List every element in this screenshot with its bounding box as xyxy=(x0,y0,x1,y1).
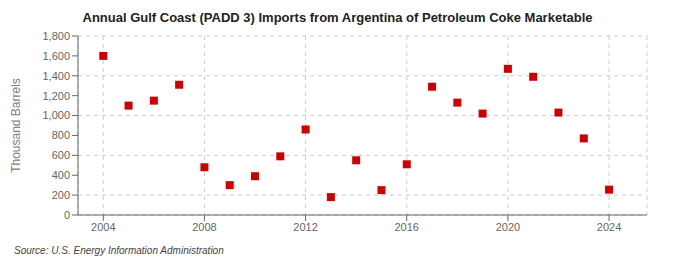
svg-text:1,800: 1,800 xyxy=(42,30,70,42)
svg-text:1,600: 1,600 xyxy=(42,50,70,62)
svg-text:1,000: 1,000 xyxy=(42,109,70,121)
svg-text:1,400: 1,400 xyxy=(42,70,70,82)
svg-text:2016: 2016 xyxy=(395,221,419,233)
svg-text:600: 600 xyxy=(52,149,70,161)
svg-text:1,200: 1,200 xyxy=(42,90,70,102)
svg-text:2004: 2004 xyxy=(91,221,115,233)
svg-text:800: 800 xyxy=(52,129,70,141)
svg-text:2020: 2020 xyxy=(496,221,520,233)
svg-text:2024: 2024 xyxy=(597,221,621,233)
svg-text:2008: 2008 xyxy=(192,221,216,233)
svg-text:200: 200 xyxy=(52,189,70,201)
svg-text:2012: 2012 xyxy=(293,221,317,233)
html-text:Source: U.S. Energy Informatio: Source: U.S. Energy Information Administ… xyxy=(14,245,224,256)
svg-text:400: 400 xyxy=(52,169,70,181)
svg-text:Thousand Barrels: Thousand Barrels xyxy=(9,78,23,173)
svg-text:0: 0 xyxy=(64,209,70,221)
html-text:Annual Gulf Coast (PADD 3) Imp: Annual Gulf Coast (PADD 3) Imports from … xyxy=(82,10,593,25)
